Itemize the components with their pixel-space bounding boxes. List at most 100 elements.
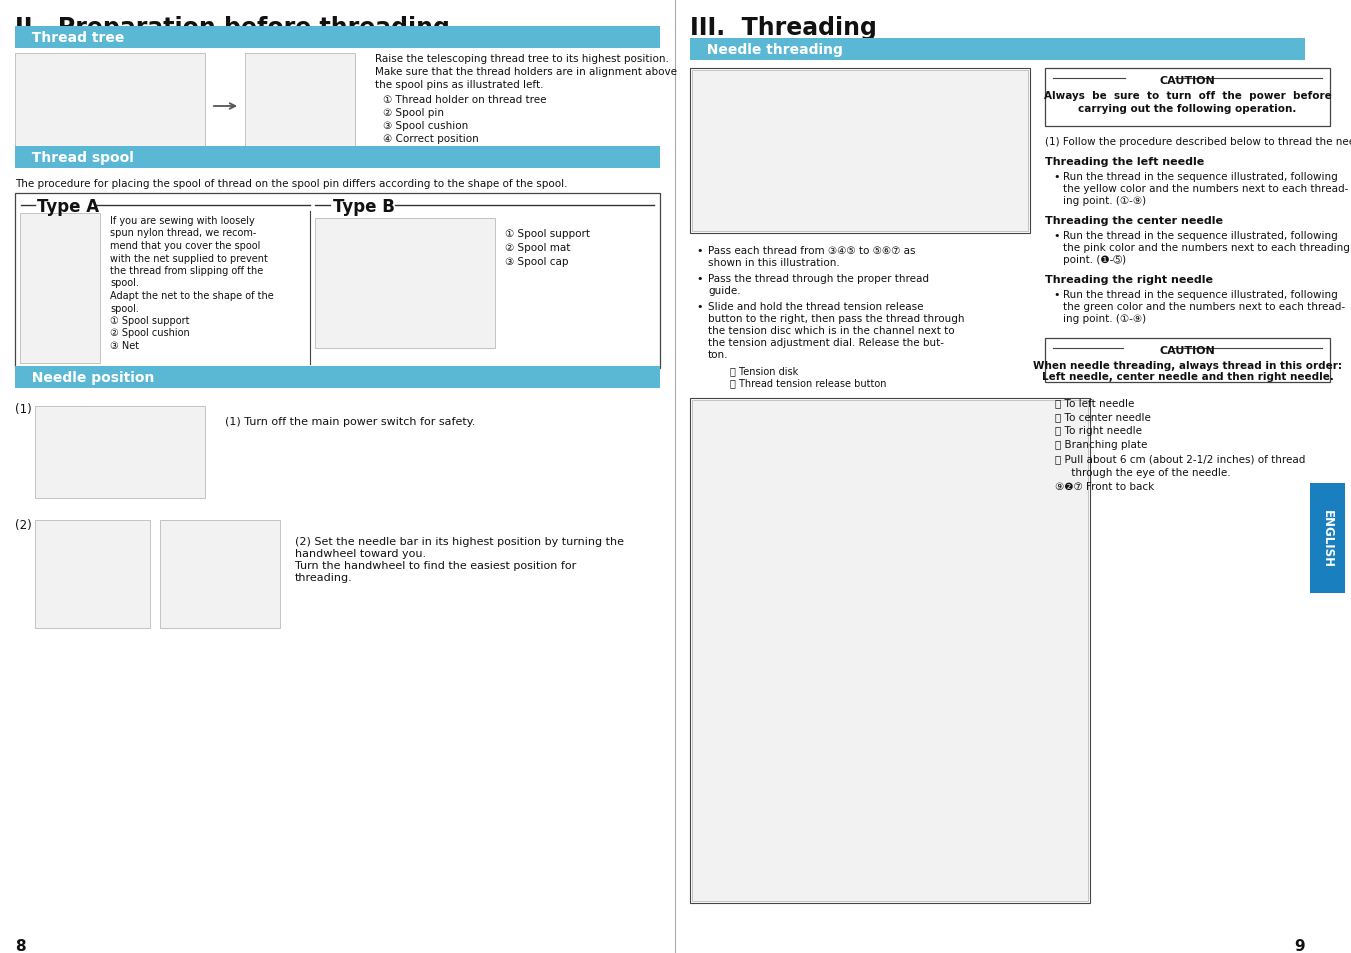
Bar bbox=[35, 520, 150, 628]
Text: Type B: Type B bbox=[332, 198, 394, 215]
Text: Threading the right needle: Threading the right needle bbox=[1046, 274, 1213, 285]
Text: ① Spool support: ① Spool support bbox=[505, 229, 590, 239]
Text: Threading the center needle: Threading the center needle bbox=[1046, 215, 1223, 226]
Text: spool.: spool. bbox=[109, 303, 139, 314]
Text: Pass the thread through the proper thread: Pass the thread through the proper threa… bbox=[708, 274, 929, 284]
Text: Always  be  sure  to  turn  off  the  power  before: Always be sure to turn off the power bef… bbox=[1043, 91, 1331, 101]
Text: the green color and the numbers next to each thread-: the green color and the numbers next to … bbox=[1063, 302, 1346, 312]
Text: shown in this illustration.: shown in this illustration. bbox=[708, 257, 840, 268]
Text: ENGLISH: ENGLISH bbox=[1321, 510, 1333, 567]
Bar bbox=[15, 367, 661, 389]
Text: •: • bbox=[1052, 231, 1059, 241]
Text: Needle threading: Needle threading bbox=[697, 43, 843, 57]
Text: Slide and hold the thread tension release: Slide and hold the thread tension releas… bbox=[708, 302, 924, 312]
Text: Turn the handwheel to find the easiest position for: Turn the handwheel to find the easiest p… bbox=[295, 560, 577, 571]
Text: button to the right, then pass the thread through: button to the right, then pass the threa… bbox=[708, 314, 965, 324]
Text: 8: 8 bbox=[15, 938, 26, 953]
Text: handwheel toward you.: handwheel toward you. bbox=[295, 548, 426, 558]
Text: (1) Turn off the main power switch for safety.: (1) Turn off the main power switch for s… bbox=[226, 416, 476, 427]
Text: Ⓒ To right needle: Ⓒ To right needle bbox=[1055, 426, 1142, 436]
Text: mend that you cover the spool: mend that you cover the spool bbox=[109, 241, 261, 251]
Text: Ⓓ Branching plate: Ⓓ Branching plate bbox=[1055, 439, 1147, 450]
Text: Ⓔ Pull about 6 cm (about 2-1/2 inches) of thread: Ⓔ Pull about 6 cm (about 2-1/2 inches) o… bbox=[1055, 454, 1305, 463]
Bar bbox=[692, 71, 1028, 232]
Text: (1) Follow the procedure described below to thread the needle.: (1) Follow the procedure described below… bbox=[1046, 137, 1351, 147]
Bar bbox=[1046, 69, 1329, 127]
Text: Make sure that the thread holders are in alignment above: Make sure that the thread holders are in… bbox=[376, 67, 677, 77]
Text: Thread spool: Thread spool bbox=[22, 151, 134, 165]
Text: •: • bbox=[696, 246, 703, 255]
Bar bbox=[315, 219, 494, 349]
Text: CAUTION: CAUTION bbox=[1159, 76, 1216, 86]
Text: •: • bbox=[1052, 172, 1059, 182]
Text: the tension disc which is in the channel next to: the tension disc which is in the channel… bbox=[708, 326, 955, 335]
Text: Run the thread in the sequence illustrated, following: Run the thread in the sequence illustrat… bbox=[1063, 290, 1337, 299]
Text: ③ Net: ③ Net bbox=[109, 340, 139, 351]
Text: the tension adjustment dial. Release the but-: the tension adjustment dial. Release the… bbox=[708, 337, 944, 348]
Text: If you are sewing with loosely: If you are sewing with loosely bbox=[109, 215, 255, 226]
Text: Needle position: Needle position bbox=[22, 371, 154, 385]
Text: Pass each thread from ③④⑤ to ⑤⑥⑦ as: Pass each thread from ③④⑤ to ⑤⑥⑦ as bbox=[708, 246, 916, 255]
Text: with the net supplied to prevent: with the net supplied to prevent bbox=[109, 253, 267, 263]
Text: Raise the telescoping thread tree to its highest position.: Raise the telescoping thread tree to its… bbox=[376, 54, 669, 64]
Text: ① Thread holder on thread tree: ① Thread holder on thread tree bbox=[382, 95, 547, 105]
Text: ② Spool mat: ② Spool mat bbox=[505, 243, 570, 253]
Text: When needle threading, always thread in this order:: When needle threading, always thread in … bbox=[1034, 360, 1342, 371]
Text: ing point. (①-⑨): ing point. (①-⑨) bbox=[1063, 195, 1146, 206]
Text: Type A: Type A bbox=[36, 198, 99, 215]
Bar bbox=[690, 69, 1029, 233]
Text: ① Spool support: ① Spool support bbox=[109, 315, 189, 326]
Text: guide.: guide. bbox=[708, 286, 740, 295]
Text: the spool pins as illustrated left.: the spool pins as illustrated left. bbox=[376, 80, 543, 90]
Text: •: • bbox=[696, 302, 703, 312]
Text: Run the thread in the sequence illustrated, following: Run the thread in the sequence illustrat… bbox=[1063, 231, 1337, 241]
Bar bbox=[1310, 483, 1346, 594]
Bar bbox=[245, 54, 355, 159]
Bar bbox=[35, 407, 205, 498]
Text: 9: 9 bbox=[1294, 938, 1305, 953]
Bar bbox=[15, 147, 661, 169]
Bar bbox=[15, 27, 661, 49]
Bar bbox=[15, 54, 205, 159]
Text: ton.: ton. bbox=[708, 350, 728, 359]
Text: ⓖ Thread tension release button: ⓖ Thread tension release button bbox=[730, 377, 886, 388]
Text: CAUTION: CAUTION bbox=[1159, 346, 1216, 355]
Text: Ⓑ To center needle: Ⓑ To center needle bbox=[1055, 412, 1151, 421]
Text: spool.: spool. bbox=[109, 278, 139, 288]
Text: Left needle, center needle and then right needle.: Left needle, center needle and then righ… bbox=[1042, 372, 1333, 381]
Text: ② Spool cushion: ② Spool cushion bbox=[109, 328, 189, 338]
Text: •: • bbox=[696, 274, 703, 284]
Text: carrying out the following operation.: carrying out the following operation. bbox=[1078, 104, 1297, 113]
Text: (1): (1) bbox=[15, 402, 32, 416]
Text: spun nylon thread, we recom-: spun nylon thread, we recom- bbox=[109, 229, 257, 238]
Text: ③ Spool cap: ③ Spool cap bbox=[505, 256, 569, 267]
Text: •: • bbox=[1052, 290, 1059, 299]
Text: III.  Threading: III. Threading bbox=[690, 16, 877, 40]
Bar bbox=[159, 520, 280, 628]
Text: Threading the left needle: Threading the left needle bbox=[1046, 157, 1204, 167]
Text: ing point. (①-⑨): ing point. (①-⑨) bbox=[1063, 314, 1146, 324]
Text: Run the thread in the sequence illustrated, following: Run the thread in the sequence illustrat… bbox=[1063, 172, 1337, 182]
Text: through the eye of the needle.: through the eye of the needle. bbox=[1055, 468, 1231, 477]
Text: (2) Set the needle bar in its highest position by turning the: (2) Set the needle bar in its highest po… bbox=[295, 537, 624, 546]
Bar bbox=[690, 39, 1305, 61]
Text: threading.: threading. bbox=[295, 573, 353, 582]
Text: Adapt the net to the shape of the: Adapt the net to the shape of the bbox=[109, 291, 274, 301]
Text: ③ Spool cushion: ③ Spool cushion bbox=[382, 121, 469, 131]
Bar bbox=[20, 213, 100, 364]
Bar bbox=[692, 400, 1088, 901]
Text: the thread from slipping off the: the thread from slipping off the bbox=[109, 266, 263, 275]
Text: ④ Correct position: ④ Correct position bbox=[382, 133, 478, 144]
Text: ⑨❷⑦ Front to back: ⑨❷⑦ Front to back bbox=[1055, 481, 1154, 492]
Text: Ⓐ To left needle: Ⓐ To left needle bbox=[1055, 397, 1135, 408]
Text: point. (❶-➄): point. (❶-➄) bbox=[1063, 254, 1127, 265]
Text: the pink color and the numbers next to each threading: the pink color and the numbers next to e… bbox=[1063, 243, 1350, 253]
Text: ⓕ Tension disk: ⓕ Tension disk bbox=[730, 366, 798, 375]
Text: II.  Preparation before threading: II. Preparation before threading bbox=[15, 16, 450, 40]
Text: (2): (2) bbox=[15, 518, 32, 532]
Text: Thread tree: Thread tree bbox=[22, 30, 124, 45]
Bar bbox=[690, 398, 1090, 903]
Text: the yellow color and the numbers next to each thread-: the yellow color and the numbers next to… bbox=[1063, 184, 1348, 193]
Text: ② Spool pin: ② Spool pin bbox=[382, 108, 444, 118]
Bar bbox=[1046, 338, 1329, 382]
